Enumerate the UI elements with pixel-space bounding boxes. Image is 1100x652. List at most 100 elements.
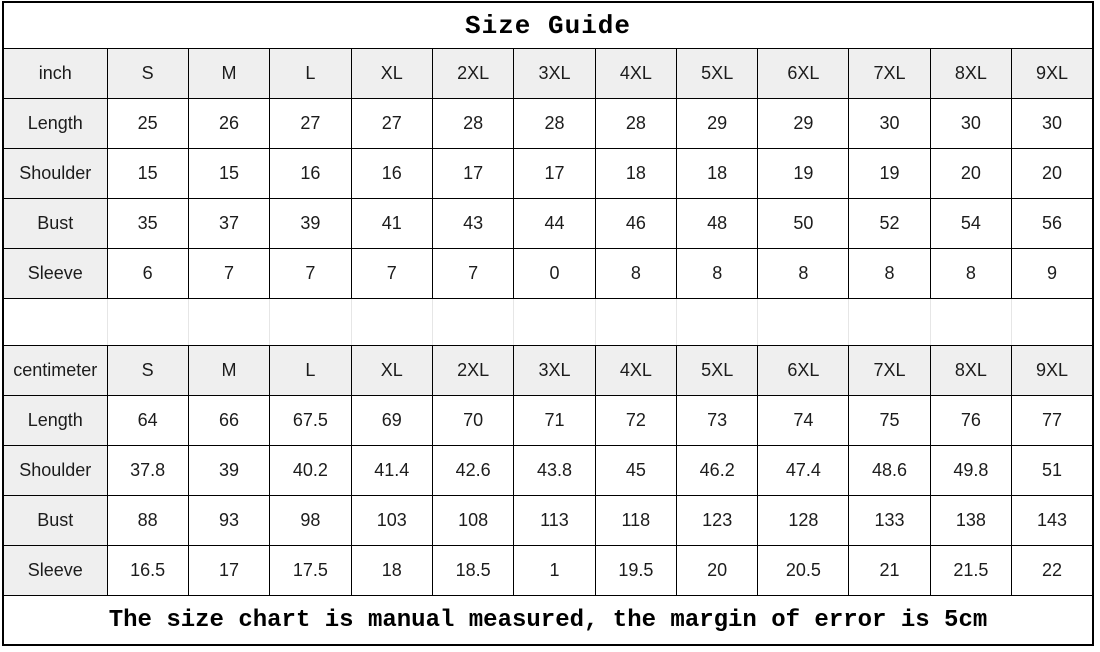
value-inch-bust-m: 37 bbox=[187, 198, 271, 249]
measurement-row-inch-bust: Bust 35 37 39 41 43 44 46 48 50 52 54 56 bbox=[2, 198, 1094, 249]
measurement-row-inch-shoulder: Shoulder 15 15 16 16 17 17 18 18 19 19 20 20 bbox=[2, 148, 1094, 199]
value-inch-length-4xl: 28 bbox=[594, 98, 678, 149]
measurement-row-centimeter-length: Length 64 66 67.5 69 70 71 72 73 74 75 76 77 bbox=[2, 395, 1094, 446]
separator-cell bbox=[676, 298, 759, 346]
value-inch-sleeve-m: 7 bbox=[187, 248, 271, 299]
separator-cell bbox=[106, 298, 189, 346]
measurement-row-centimeter-sleeve: Sleeve 16.5 17 17.5 18 18.5 1 19.5 20 20.5 21 21.5 2… bbox=[2, 545, 1094, 596]
value-inch-bust-3xl: 44 bbox=[513, 198, 596, 249]
value-centimeter-length-xl: 69 bbox=[350, 395, 433, 446]
value-centimeter-sleeve-6xl: 20.5 bbox=[757, 545, 850, 596]
value-inch-sleeve-3xl: 0 bbox=[513, 248, 596, 299]
value-inch-sleeve-5xl: 8 bbox=[676, 248, 759, 299]
value-inch-bust-4xl: 46 bbox=[594, 198, 678, 249]
separator-cell bbox=[431, 298, 515, 346]
value-centimeter-bust-s: 88 bbox=[106, 495, 189, 546]
value-inch-shoulder-2xl: 17 bbox=[431, 148, 515, 199]
value-centimeter-shoulder-8xl: 49.8 bbox=[929, 445, 1013, 496]
page-title: Size Guide bbox=[2, 1, 1094, 49]
value-centimeter-shoulder-l: 40.2 bbox=[269, 445, 352, 496]
value-centimeter-shoulder-2xl: 42.6 bbox=[431, 445, 515, 496]
value-inch-bust-l: 39 bbox=[269, 198, 352, 249]
value-centimeter-length-7xl: 75 bbox=[848, 395, 931, 446]
separator-cell bbox=[269, 298, 352, 346]
unit-header-row-centimeter: centimeter S M L XL 2XL 3XL 4XL 5XL 6XL 7XL 8XL 9XL bbox=[2, 345, 1094, 396]
value-centimeter-sleeve-s: 16.5 bbox=[106, 545, 189, 596]
value-centimeter-bust-2xl: 108 bbox=[431, 495, 515, 546]
value-inch-shoulder-3xl: 17 bbox=[513, 148, 596, 199]
value-centimeter-shoulder-4xl: 45 bbox=[594, 445, 678, 496]
measurement-row-inch-sleeve: Sleeve 6 7 7 7 7 0 8 8 8 8 8 9 bbox=[2, 248, 1094, 299]
value-centimeter-length-3xl: 71 bbox=[513, 395, 596, 446]
measurement-row-centimeter-bust: Bust 88 93 98 103 108 113 118 123 128 133 138 143 bbox=[2, 495, 1094, 546]
value-centimeter-sleeve-8xl: 21.5 bbox=[929, 545, 1013, 596]
value-centimeter-length-6xl: 74 bbox=[757, 395, 850, 446]
value-inch-shoulder-6xl: 19 bbox=[757, 148, 850, 199]
value-centimeter-length-2xl: 70 bbox=[431, 395, 515, 446]
value-centimeter-sleeve-4xl: 19.5 bbox=[594, 545, 678, 596]
value-centimeter-bust-6xl: 128 bbox=[757, 495, 850, 546]
size-header-2xl: 2XL bbox=[431, 48, 515, 99]
value-inch-bust-8xl: 54 bbox=[929, 198, 1013, 249]
size-header-l: L bbox=[269, 345, 352, 396]
separator-cell bbox=[929, 298, 1013, 346]
value-centimeter-sleeve-5xl: 20 bbox=[676, 545, 759, 596]
measurement-row-centimeter-shoulder: Shoulder 37.8 39 40.2 41.4 42.6 43.8 45 46.2 47.4… bbox=[2, 445, 1094, 496]
value-inch-bust-xl: 41 bbox=[350, 198, 433, 249]
value-inch-length-3xl: 28 bbox=[513, 98, 596, 149]
size-header-9xl: 9XL bbox=[1011, 48, 1094, 99]
value-centimeter-bust-3xl: 113 bbox=[513, 495, 596, 546]
value-centimeter-bust-l: 98 bbox=[269, 495, 352, 546]
value-centimeter-shoulder-7xl: 48.6 bbox=[848, 445, 931, 496]
value-inch-sleeve-7xl: 8 bbox=[848, 248, 931, 299]
size-header-9xl: 9XL bbox=[1011, 345, 1094, 396]
unit-label-inch: inch bbox=[2, 48, 108, 99]
value-inch-sleeve-xl: 7 bbox=[350, 248, 433, 299]
row-label-shoulder: Shoulder bbox=[2, 445, 108, 496]
separator-cell bbox=[513, 298, 596, 346]
size-header-5xl: 5XL bbox=[676, 48, 759, 99]
value-centimeter-sleeve-7xl: 21 bbox=[848, 545, 931, 596]
size-grid-body: inch S M L XL 2XL 3XL 4XL 5XL 6XL 7XL 8XL 9XL Length 2… bbox=[2, 48, 1094, 596]
row-label-bust: Bust bbox=[2, 495, 108, 546]
value-inch-length-9xl: 30 bbox=[1011, 98, 1094, 149]
value-inch-bust-7xl: 52 bbox=[848, 198, 931, 249]
separator-cell bbox=[1011, 298, 1094, 346]
row-label-bust: Bust bbox=[2, 198, 108, 249]
value-inch-bust-2xl: 43 bbox=[431, 198, 515, 249]
value-centimeter-shoulder-3xl: 43.8 bbox=[513, 445, 596, 496]
size-header-6xl: 6XL bbox=[757, 345, 850, 396]
value-centimeter-length-8xl: 76 bbox=[929, 395, 1013, 446]
value-inch-sleeve-9xl: 9 bbox=[1011, 248, 1094, 299]
value-inch-length-m: 26 bbox=[187, 98, 271, 149]
row-label-length: Length bbox=[2, 98, 108, 149]
value-inch-shoulder-s: 15 bbox=[106, 148, 189, 199]
measurement-row-inch-length: Length 25 26 27 27 28 28 28 29 29 30 30 30 bbox=[2, 98, 1094, 149]
value-inch-bust-9xl: 56 bbox=[1011, 198, 1094, 249]
value-inch-sleeve-s: 6 bbox=[106, 248, 189, 299]
value-inch-shoulder-xl: 16 bbox=[350, 148, 433, 199]
value-inch-length-7xl: 30 bbox=[848, 98, 931, 149]
value-centimeter-length-m: 66 bbox=[187, 395, 271, 446]
size-header-m: M bbox=[187, 345, 271, 396]
value-inch-bust-5xl: 48 bbox=[676, 198, 759, 249]
size-header-7xl: 7XL bbox=[848, 345, 931, 396]
value-centimeter-shoulder-m: 39 bbox=[187, 445, 271, 496]
size-header-3xl: 3XL bbox=[513, 345, 596, 396]
separator-cell bbox=[757, 298, 850, 346]
size-header-xl: XL bbox=[350, 345, 433, 396]
separator-cell bbox=[350, 298, 433, 346]
value-inch-shoulder-8xl: 20 bbox=[929, 148, 1013, 199]
value-centimeter-sleeve-2xl: 18.5 bbox=[431, 545, 515, 596]
size-header-s: S bbox=[106, 48, 189, 99]
value-inch-length-s: 25 bbox=[106, 98, 189, 149]
value-centimeter-length-9xl: 77 bbox=[1011, 395, 1094, 446]
value-centimeter-sleeve-l: 17.5 bbox=[269, 545, 352, 596]
value-centimeter-shoulder-6xl: 47.4 bbox=[757, 445, 850, 496]
value-centimeter-sleeve-m: 17 bbox=[187, 545, 271, 596]
separator-cell bbox=[2, 298, 108, 346]
value-centimeter-bust-8xl: 138 bbox=[929, 495, 1013, 546]
size-header-5xl: 5XL bbox=[676, 345, 759, 396]
